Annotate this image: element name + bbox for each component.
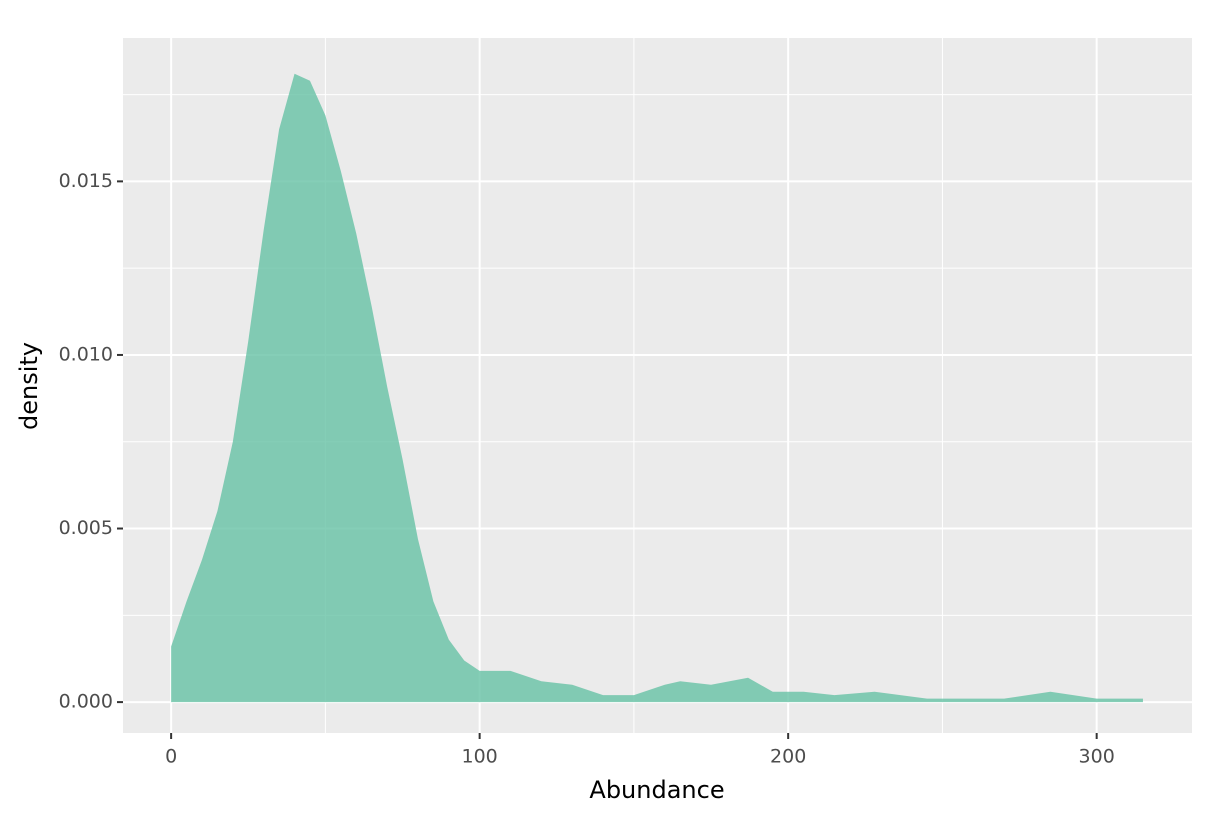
x-tick-label: 200 bbox=[770, 746, 806, 768]
y-tick-label: 0.010 bbox=[59, 343, 113, 365]
x-tick-label: 300 bbox=[1079, 746, 1115, 768]
x-tick-label: 100 bbox=[462, 746, 498, 768]
x-tick-label: 0 bbox=[165, 746, 177, 768]
y-tick-label: 0.005 bbox=[59, 517, 113, 539]
y-tick-label: 0.000 bbox=[59, 691, 113, 713]
y-axis-title: density bbox=[15, 342, 43, 430]
marks bbox=[171, 73, 1143, 703]
x-axis-title: Abundance bbox=[589, 776, 724, 804]
density-area bbox=[171, 73, 1143, 703]
y-tick-label: 0.015 bbox=[59, 170, 113, 192]
